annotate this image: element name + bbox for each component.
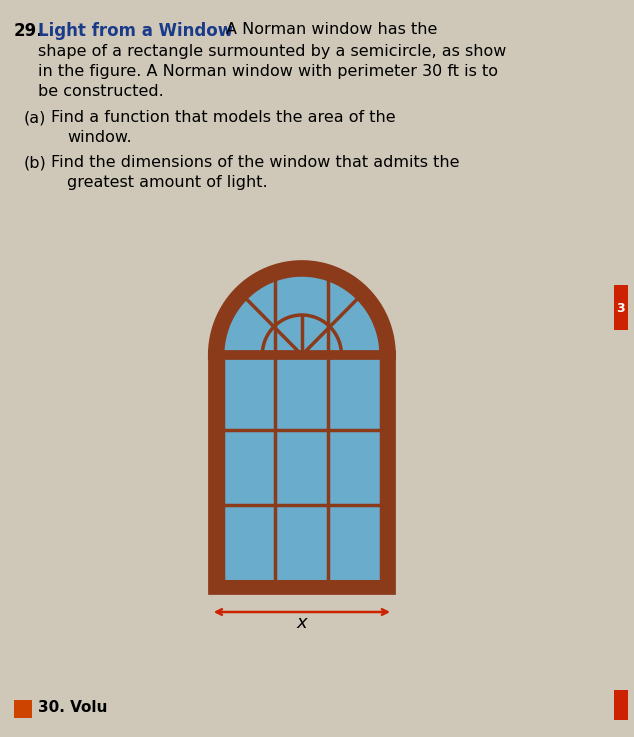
Text: Find the dimensions of the window that admits the: Find the dimensions of the window that a… [51,155,460,170]
Text: shape of a rectangle surmounted by a semicircle, as show: shape of a rectangle surmounted by a sem… [37,44,506,59]
Polygon shape [223,275,381,355]
Bar [14,700,32,718]
Bar [614,690,628,720]
Text: greatest amount of light.: greatest amount of light. [67,175,268,190]
Polygon shape [213,265,391,355]
Text: (b): (b) [23,155,46,170]
Text: x: x [297,614,307,632]
Text: Find a function that models the area of the: Find a function that models the area of … [51,110,396,125]
Text: 30. Volu: 30. Volu [37,700,107,715]
Text: A Norman window has the: A Norman window has the [226,22,437,37]
Text: in the figure. A Norman window with perimeter 30 ft is to: in the figure. A Norman window with peri… [37,64,498,79]
Bar [614,285,628,330]
Text: window.: window. [67,130,132,145]
Bar [213,355,391,590]
Bar [213,355,391,590]
Text: Light from a Window: Light from a Window [37,22,233,40]
Text: be constructed.: be constructed. [37,84,164,99]
Text: 29.: 29. [14,22,44,40]
Text: 3: 3 [616,301,625,315]
Bar [223,355,381,580]
Text: (a): (a) [23,110,46,125]
